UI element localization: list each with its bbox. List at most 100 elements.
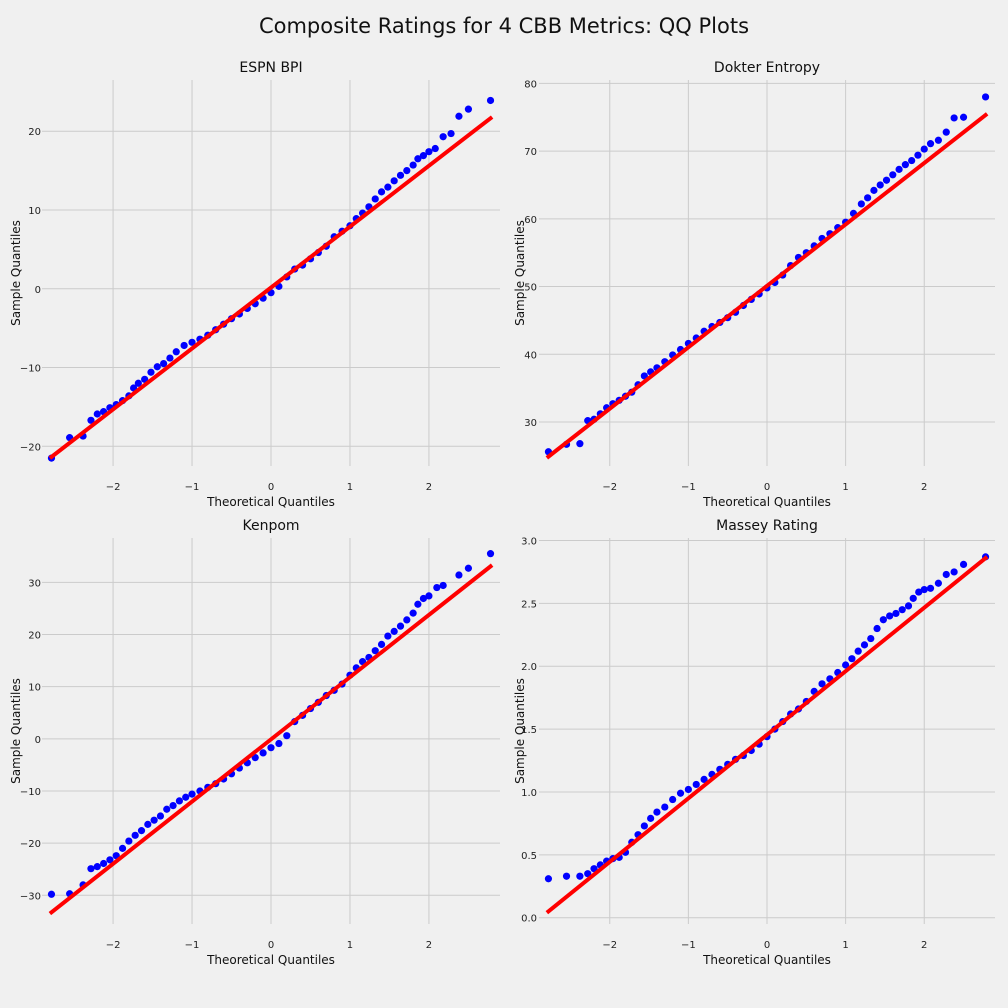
y-tick-label: 20 <box>28 127 41 138</box>
panel-title: Kenpom <box>242 518 299 534</box>
x-tick-label: 2 <box>921 482 927 493</box>
qq-panel-1: −2 −1 0 1 2−20−1001020ESPN BPITheoretical Qu… <box>9 60 500 509</box>
y-tick-label: 2.0 <box>521 662 537 673</box>
qq-point <box>960 114 967 121</box>
y-tick-label: 3.0 <box>521 537 537 548</box>
qq-point <box>861 641 868 648</box>
x-tick-label: 2 <box>921 940 927 951</box>
y-tick-label: 0 <box>35 285 41 296</box>
qq-point <box>48 891 55 898</box>
qq-panel-2: −2 −1 0 1 2304050607080Dokter EntropyTheoret… <box>513 60 995 509</box>
qq-point <box>455 113 462 120</box>
qq-point <box>886 612 893 619</box>
qq-point <box>576 440 583 447</box>
qq-point <box>902 161 909 168</box>
qq-point <box>693 781 700 788</box>
qq-point <box>653 808 660 815</box>
qq-point <box>951 114 958 121</box>
y-tick-label: 2.5 <box>521 599 537 610</box>
qq-point <box>173 348 180 355</box>
x-axis-label: Theoretical Quantiles <box>702 495 831 509</box>
qq-point <box>100 860 107 867</box>
qq-point <box>433 584 440 591</box>
qq-point <box>425 148 432 155</box>
qq-point <box>119 845 126 852</box>
y-tick-label: −20 <box>20 839 41 850</box>
x-axis-label: Theoretical Quantiles <box>702 953 831 967</box>
qq-point <box>163 806 170 813</box>
x-tick-label: 2 <box>426 940 432 951</box>
qq-point <box>188 791 195 798</box>
x-tick-label: 0 <box>764 940 770 951</box>
qq-point <box>870 187 877 194</box>
panel-title: Massey Rating <box>716 518 818 534</box>
qq-point <box>397 172 404 179</box>
panel-title: Dokter Entropy <box>714 60 820 76</box>
x-tick-label: 1 <box>347 940 353 951</box>
qq-point <box>883 177 890 184</box>
qq-point <box>275 740 282 747</box>
y-tick-label: 0.5 <box>521 851 537 862</box>
qq-point <box>176 797 183 804</box>
qq-point <box>465 106 472 113</box>
y-axis-label: Sample Quantiles <box>9 678 23 784</box>
x-tick-label: 1 <box>842 940 848 951</box>
qq-point <box>669 796 676 803</box>
panel-title: ESPN BPI <box>239 60 302 76</box>
qq-point <box>848 655 855 662</box>
qq-point <box>403 167 410 174</box>
y-tick-label: 1.0 <box>521 788 537 799</box>
x-tick-label: −2 <box>602 482 617 493</box>
qq-point <box>914 152 921 159</box>
x-tick-label: −1 <box>185 940 200 951</box>
qq-point <box>889 171 896 178</box>
qq-point <box>867 635 874 642</box>
qq-point <box>94 410 101 417</box>
y-axis-label: Sample Quantiles <box>9 220 23 326</box>
qq-point <box>125 837 132 844</box>
qq-point <box>391 177 398 184</box>
x-tick-label: −2 <box>106 482 121 493</box>
qq-point <box>855 648 862 655</box>
qq-panel-3: −2 −1 0 1 2−30−20−100102030KenpomTheoretical… <box>9 518 500 967</box>
qq-point <box>864 194 871 201</box>
qq-point <box>641 822 648 829</box>
qq-point <box>169 802 176 809</box>
qq-point <box>927 140 934 147</box>
x-tick-label: 2 <box>426 482 432 493</box>
qq-point <box>397 623 404 630</box>
x-tick-label: −1 <box>185 482 200 493</box>
qq-point <box>166 354 173 361</box>
x-tick-label: 0 <box>764 482 770 493</box>
qq-point <box>905 602 912 609</box>
y-tick-label: −20 <box>20 442 41 453</box>
qq-point <box>425 592 432 599</box>
y-tick-label: −10 <box>20 364 41 375</box>
qq-point <box>960 561 967 568</box>
qq-point <box>877 181 884 188</box>
qq-point <box>372 195 379 202</box>
qq-point <box>384 632 391 639</box>
qq-point <box>147 369 154 376</box>
qq-point <box>384 184 391 191</box>
y-tick-label: 40 <box>524 350 537 361</box>
qq-point <box>414 601 421 608</box>
y-tick-label: 0 <box>35 735 41 746</box>
qq-point <box>94 863 101 870</box>
y-tick-label: −10 <box>20 787 41 798</box>
qq-point <box>154 363 161 370</box>
x-tick-label: −1 <box>681 940 696 951</box>
qq-point <box>182 794 189 801</box>
qq-point <box>403 616 410 623</box>
qq-point <box>576 873 583 880</box>
y-tick-label: 10 <box>28 683 41 694</box>
qq-point <box>440 582 447 589</box>
qq-point <box>647 815 654 822</box>
qq-point <box>181 342 188 349</box>
qq-point <box>455 571 462 578</box>
x-tick-label: −1 <box>681 482 696 493</box>
y-tick-label: 0.0 <box>521 914 537 925</box>
qq-point <box>908 157 915 164</box>
qq-point <box>447 130 454 137</box>
